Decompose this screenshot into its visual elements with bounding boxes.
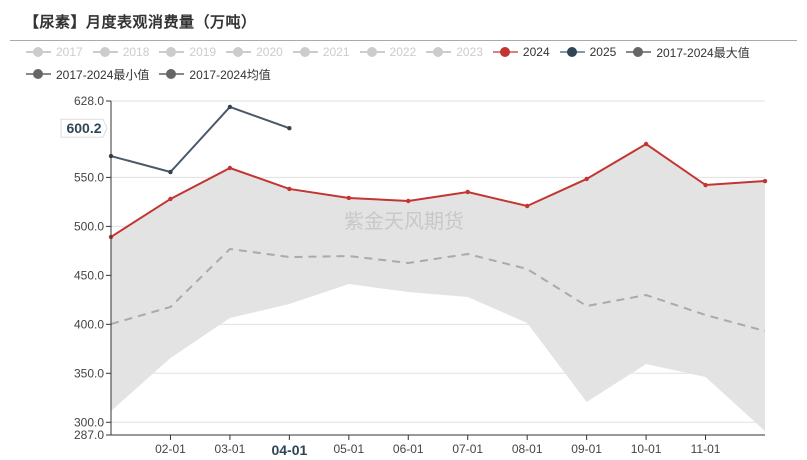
x-tick-label: 03-01 <box>215 442 246 456</box>
legend-label: 2023 <box>456 45 483 59</box>
legend-marker-icon <box>559 45 585 59</box>
legend-marker-icon <box>426 45 452 59</box>
series-2025-point[interactable] <box>287 126 292 131</box>
legend-item-2017-2024均值[interactable]: 2017-2024均值 <box>159 64 271 84</box>
series-2024-point[interactable] <box>227 165 233 171</box>
y-tick-label: 500.0 <box>74 219 104 233</box>
x-tick-label: 09-01 <box>571 442 602 456</box>
legend-marker-icon <box>92 45 118 59</box>
series-2025-line <box>110 105 290 174</box>
y-axis-pointer-label: 600.2 <box>66 120 101 136</box>
legend-label: 2025 <box>589 45 617 59</box>
legend-label: 2019 <box>189 45 217 59</box>
legend-label: 2017-2024最小值 <box>56 67 150 82</box>
legend-marker-icon <box>492 45 518 59</box>
series-2024-point[interactable] <box>524 203 530 209</box>
legend-item-2025[interactable]: 2025 <box>559 42 617 62</box>
y-tick-label: 350.0 <box>74 366 104 380</box>
legend-label: 2017-2024最大值 <box>656 45 750 60</box>
legend-item-2022[interactable]: 2022 <box>359 42 417 62</box>
legend-marker-icon <box>292 45 318 59</box>
chart-title: 【尿素】月度表观消费量（万吨） <box>24 13 257 31</box>
legend-item-2018[interactable]: 2018 <box>92 42 150 62</box>
series-2024-point[interactable] <box>584 176 589 182</box>
legend-item-2017[interactable]: 2017 <box>26 42 83 62</box>
x-tick-label: 10-01 <box>631 442 662 456</box>
series-2024-line <box>110 142 766 238</box>
chart-legend: 2017 2018 2019 2020 2021 2022 2023 2024 2025 2017… <box>26 42 786 86</box>
series-2024-point[interactable] <box>465 189 470 195</box>
legend-label: 2018 <box>122 45 150 59</box>
legend-marker-icon <box>626 45 652 59</box>
legend-item-2021[interactable]: 2021 <box>292 42 350 62</box>
legend-label: 2017 <box>56 45 83 59</box>
legend-item-2017-2024最大值[interactable]: 2017-2024最大值 <box>626 42 750 62</box>
legend-marker-icon <box>226 45 252 59</box>
max-min-band <box>111 143 765 432</box>
x-tick-label: 08-01 <box>512 442 543 456</box>
series-2024-point[interactable] <box>762 178 768 184</box>
y-tick-label: 287.0 <box>74 428 104 442</box>
series-2024-point[interactable] <box>346 195 352 201</box>
series-2025-point[interactable] <box>227 104 233 110</box>
series-2024-point[interactable] <box>643 141 649 147</box>
series-2024-point[interactable] <box>287 186 292 192</box>
y-tick-label: 300.0 <box>74 415 104 429</box>
series-2024-point[interactable] <box>703 182 708 188</box>
y-tick-label: 550.0 <box>74 170 104 184</box>
legend-label: 2017-2024均值 <box>189 67 271 82</box>
x-tick-label: 02-01 <box>155 442 186 456</box>
legend-label: 2022 <box>389 45 417 59</box>
title-divider <box>10 40 797 41</box>
legend-marker-icon <box>359 45 385 59</box>
legend-label: 2020 <box>256 45 283 59</box>
series-2024-point[interactable] <box>406 198 411 204</box>
legend-marker-icon <box>26 67 51 81</box>
legend-marker-icon <box>26 45 51 59</box>
x-tick-label: 05-01 <box>333 442 364 456</box>
x-tick-label: 11-01 <box>691 442 721 456</box>
y-tick-label: 400.0 <box>74 317 104 331</box>
legend-item-2017-2024最小值[interactable]: 2017-2024最小值 <box>26 64 149 84</box>
legend-marker-icon <box>159 67 185 81</box>
series-avg-line <box>110 247 766 332</box>
legend-item-2023[interactable]: 2023 <box>426 42 483 62</box>
x-axis-pointer-label: 04-01 <box>271 442 307 458</box>
x-tick-label: 07-01 <box>452 442 483 456</box>
series-2024-point[interactable] <box>168 196 173 202</box>
legend-item-2020[interactable]: 2020 <box>226 42 283 62</box>
legend-item-2019[interactable]: 2019 <box>159 42 216 62</box>
legend-item-2024[interactable]: 2024 <box>492 42 550 62</box>
series-2025-point[interactable] <box>168 169 173 175</box>
legend-label: 2021 <box>322 45 350 59</box>
watermark: 紫金天风期货 <box>344 209 464 233</box>
legend-marker-icon <box>159 45 185 59</box>
x-tick-label: 06-01 <box>393 442 424 456</box>
y-tick-label: 628.0 <box>74 94 104 108</box>
y-tick-label: 450.0 <box>74 268 104 282</box>
legend-label: 2024 <box>522 45 550 59</box>
y-axis-pointer-box <box>60 118 108 138</box>
